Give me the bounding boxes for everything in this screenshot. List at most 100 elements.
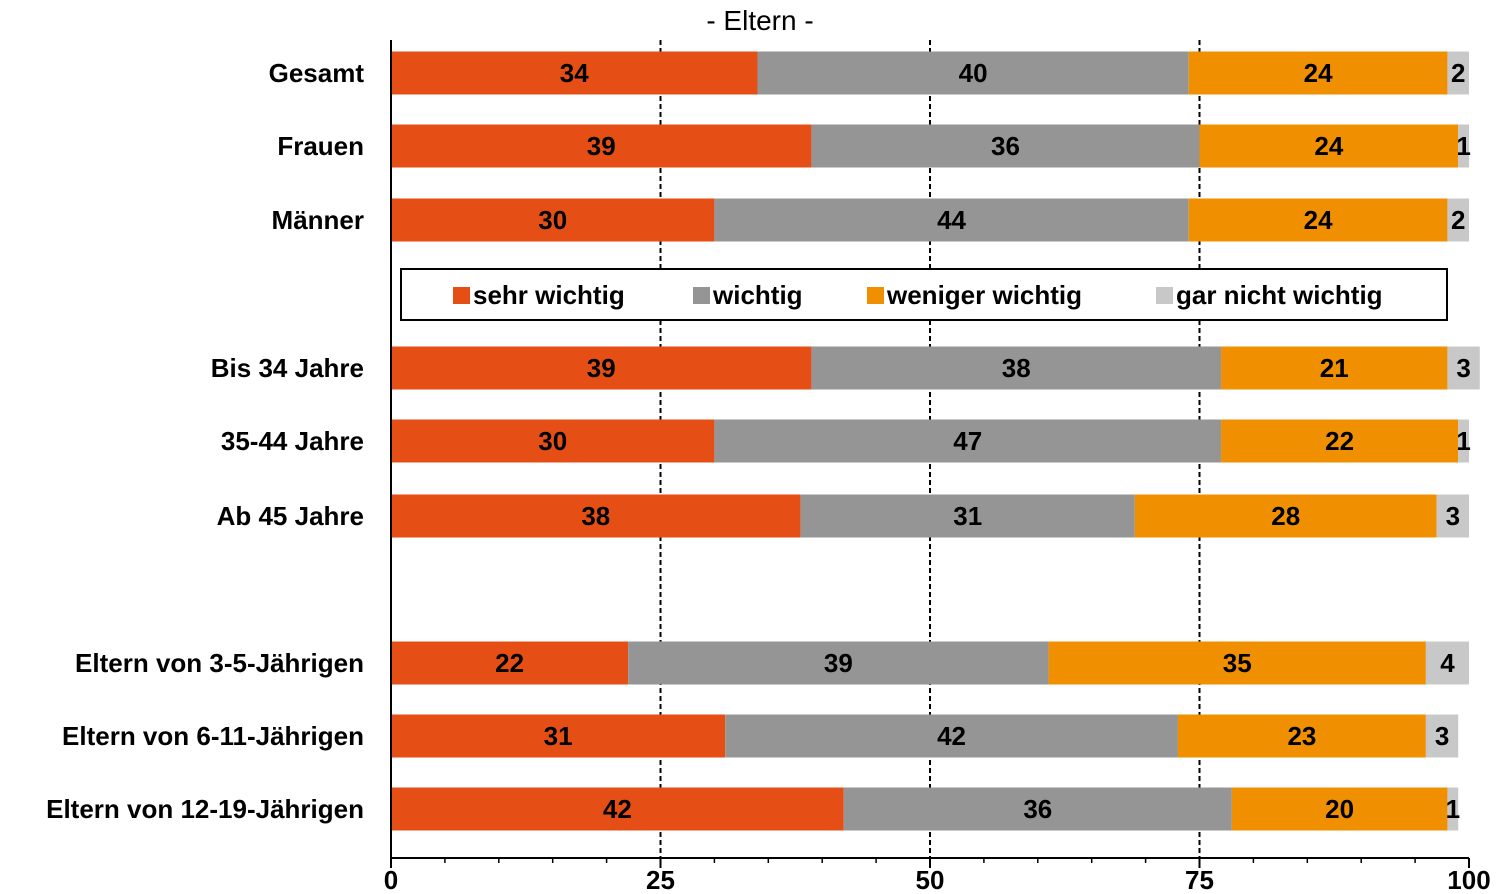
data-label: 2 [1451, 205, 1465, 235]
category-label: Eltern von 6-11-Jährigen [62, 721, 364, 751]
bar-segment [1231, 787, 1448, 831]
legend-box [400, 268, 1448, 321]
data-label: 36 [1023, 794, 1052, 824]
data-label: 31 [953, 501, 982, 531]
data-label: 22 [1325, 426, 1354, 456]
bar-segment [1447, 346, 1480, 390]
bar-segment [1199, 124, 1459, 168]
category-labels: Gesamt Frauen Männer Bis 34 Jahre 35-44 Jahr… [46, 58, 364, 824]
data-label: 44 [937, 205, 966, 235]
legend-swatch [693, 287, 710, 304]
data-label: 31 [544, 721, 573, 751]
data-label: 39 [824, 648, 853, 678]
data-label: 35 [1223, 648, 1252, 678]
bar-segment [725, 714, 1178, 758]
data-label: 34 [560, 58, 589, 88]
data-label: 38 [1002, 353, 1031, 383]
data-label: 2 [1451, 58, 1465, 88]
bar-segment [714, 198, 1189, 242]
bars: 34 40 24 239 36 24 130 44 24 239 38 21 330 47 22 138 31 2… [391, 51, 1480, 831]
bar-segment [1134, 494, 1437, 538]
data-label: 24 [1304, 205, 1333, 235]
category-label: Männer [272, 205, 364, 235]
x-tick-label: 0 [384, 865, 398, 894]
data-label: 24 [1314, 131, 1343, 161]
legend-label: sehr wichtig [473, 280, 625, 310]
bar-segment [1458, 419, 1469, 463]
data-label: 42 [937, 721, 966, 751]
bar-segment [628, 641, 1049, 685]
x-tick-label: 100 [1447, 865, 1490, 894]
bar-segment [1425, 714, 1459, 758]
category-label: Frauen [277, 131, 364, 161]
legend-swatch [867, 287, 884, 304]
bar-segment [1447, 198, 1469, 242]
bar-segment [391, 51, 758, 95]
legend-label: weniger wichtig [886, 280, 1082, 310]
data-label: 47 [953, 426, 982, 456]
bar-segment [1188, 51, 1448, 95]
bar-segment [800, 494, 1135, 538]
bar-segment [1447, 787, 1459, 831]
bar-segment [1188, 198, 1448, 242]
data-label: 22 [495, 648, 524, 678]
data-label: 40 [959, 58, 988, 88]
data-label: 3 [1446, 501, 1460, 531]
bar-segment [391, 198, 715, 242]
category-label: Bis 34 Jahre [211, 353, 364, 383]
category-label: Ab 45 Jahre [217, 501, 364, 531]
data-label: 24 [1304, 58, 1333, 88]
chart-title: - Eltern - [706, 5, 813, 36]
bar-segment [1447, 51, 1469, 95]
legend-label: wichtig [712, 280, 803, 310]
bar-segment [1425, 641, 1469, 685]
bar-segment [1048, 641, 1426, 685]
data-label: 1 [1456, 131, 1470, 161]
category-label: Eltern von 3-5-Jährigen [75, 648, 364, 678]
data-label: 1 [1446, 794, 1460, 824]
legend-swatch [1156, 287, 1173, 304]
bar-segment [1221, 419, 1459, 463]
bar-segment [391, 419, 715, 463]
data-label: 36 [991, 131, 1020, 161]
x-tick-label: 25 [646, 865, 675, 894]
bar-segment [843, 787, 1232, 831]
data-label: 38 [581, 501, 610, 531]
bar-segment [811, 124, 1200, 168]
x-tick-label: 75 [1185, 865, 1214, 894]
x-tick-label: 50 [916, 865, 945, 894]
legend-swatch [453, 287, 470, 304]
data-label: 3 [1456, 353, 1470, 383]
bar-segment [1221, 346, 1448, 390]
bar-segment [391, 787, 844, 831]
data-label: 23 [1287, 721, 1316, 751]
bar-segment [1458, 124, 1469, 168]
bar-segment [1436, 494, 1469, 538]
bar-segment [811, 346, 1222, 390]
data-label: 3 [1435, 721, 1449, 751]
bar-segment [391, 641, 629, 685]
data-label: 39 [587, 353, 616, 383]
bar-segment [757, 51, 1189, 95]
data-label: 30 [538, 205, 567, 235]
category-label: 35-44 Jahre [221, 426, 364, 456]
data-label: 1 [1456, 426, 1470, 456]
category-label: Eltern von 12-19-Jährigen [46, 794, 364, 824]
bar-segment [391, 494, 801, 538]
data-label: 42 [603, 794, 632, 824]
bar-segment [714, 419, 1222, 463]
data-label: 30 [538, 426, 567, 456]
category-label: Gesamt [269, 58, 365, 88]
data-label: 21 [1320, 353, 1349, 383]
data-label: 4 [1440, 648, 1455, 678]
x-axis: 0 25 50 75 100 [384, 40, 1491, 894]
data-label: 28 [1271, 501, 1300, 531]
data-label: 39 [587, 131, 616, 161]
legend-label: gar nicht wichtig [1176, 280, 1383, 310]
bar-segment [391, 346, 812, 390]
data-label: 20 [1325, 794, 1354, 824]
bar-segment [1177, 714, 1426, 758]
bar-segment [391, 124, 812, 168]
bar-segment [391, 714, 726, 758]
